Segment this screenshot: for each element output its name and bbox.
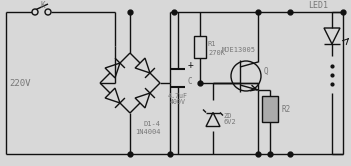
Circle shape	[45, 9, 51, 15]
Text: D1-4: D1-4	[143, 121, 160, 127]
Text: LED1: LED1	[308, 1, 328, 10]
Text: 1N4004: 1N4004	[135, 129, 160, 135]
Text: 270K: 270K	[208, 50, 225, 56]
Bar	[262, 96, 278, 122]
Text: 220V: 220V	[9, 79, 31, 87]
Bar	[194, 36, 206, 58]
Text: 4.7uF
400V: 4.7uF 400V	[168, 92, 188, 106]
Text: R1: R1	[208, 41, 217, 47]
Circle shape	[32, 9, 38, 15]
Text: MJE13005: MJE13005	[222, 47, 256, 53]
Text: K: K	[41, 0, 45, 9]
Text: ZD
6V2: ZD 6V2	[223, 113, 236, 125]
Text: Q: Q	[264, 67, 269, 76]
Text: +: +	[188, 60, 194, 70]
Text: R2: R2	[282, 105, 291, 114]
Text: C: C	[188, 77, 193, 85]
